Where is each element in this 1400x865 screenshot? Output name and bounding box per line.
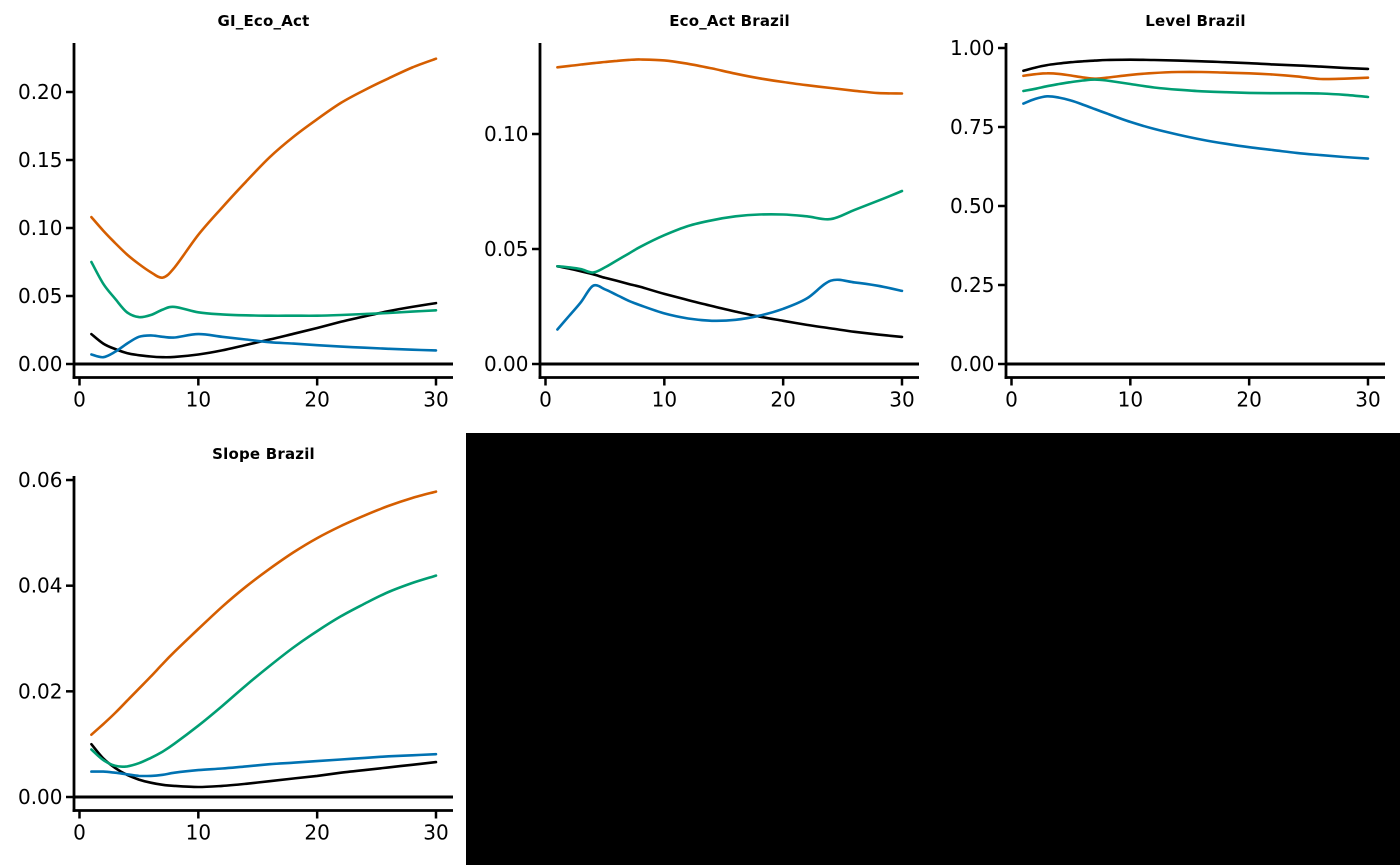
chart-canvas-eco-act-brazil: 0.00 0.05 0.10 0 10 20 30 (484, 43, 919, 412)
series-line-green (556, 189, 904, 274)
chart-level-brazil: Level Brazil 0.00 0.25 0.50 0.75 1.00 0 10 20 30 (932, 0, 1400, 432)
x-tick-label: 20 (304, 388, 329, 412)
x-tick-label: 10 (652, 388, 677, 412)
series-line-green (1022, 78, 1370, 99)
chart-title-eco-act-brazil: Eco_Act Brazil (669, 12, 790, 30)
y-tick-label: 0.00 (18, 785, 63, 809)
y-tick-label: 0.05 (484, 237, 529, 261)
y-tick-label: 0.00 (950, 352, 995, 376)
x-tick-label: 30 (423, 821, 448, 845)
x-tick-label: 10 (186, 821, 211, 845)
y-tick-label: 0.20 (18, 80, 63, 104)
x-tick-label: 0 (73, 821, 86, 845)
x-tick-label: 10 (1118, 388, 1143, 412)
y-tick-label: 0.00 (18, 352, 63, 376)
chart-canvas-level-brazil: 0.00 0.25 0.50 0.75 1.00 0 10 20 30 (950, 36, 1385, 412)
y-tick-label: 0.10 (484, 122, 529, 146)
x-tick-label: 0 (73, 388, 86, 412)
x-tick-label: 30 (1355, 388, 1380, 412)
blank-black-panel (466, 433, 1400, 865)
x-tick-label: 10 (186, 388, 211, 412)
series-line-black (1022, 58, 1370, 73)
x-tick-label: 20 (304, 821, 329, 845)
series-line-orange (90, 57, 438, 279)
series-line-black (90, 301, 438, 359)
y-tick-label: 0.50 (950, 194, 995, 218)
y-tick-label: 0.10 (18, 216, 63, 240)
chart-slope-brazil: Slope Brazil 0.00 0.02 0.04 0.06 0 10 20 30 (0, 433, 466, 865)
chart-canvas-gi-eco-act: 0.00 0.05 0.10 0.15 0.20 0 10 20 30 (18, 43, 453, 412)
series-line-orange (1022, 70, 1370, 81)
y-tick-label: 0.00 (484, 352, 529, 376)
chart-gi-eco-act: GI_Eco_Act 0.00 0.05 0.10 0.15 0.20 0 10 20 30 (0, 0, 466, 432)
y-tick-label: 0.25 (950, 273, 995, 297)
series-line-green (90, 260, 438, 319)
x-tick-label: 30 (889, 388, 914, 412)
y-tick-label: 0.15 (18, 148, 63, 172)
series-line-blue (556, 278, 904, 331)
y-tick-label: 1.00 (950, 36, 995, 60)
x-tick-label: 20 (1236, 388, 1261, 412)
x-tick-label: 0 (539, 388, 552, 412)
series-line-orange (90, 490, 438, 736)
x-tick-label: 20 (770, 388, 795, 412)
series-line-blue (90, 752, 438, 778)
series-line-blue (1022, 94, 1370, 160)
chart-title-gi-eco-act: GI_Eco_Act (217, 12, 310, 30)
series-line-black (556, 265, 904, 339)
series-line-green (90, 574, 438, 768)
x-tick-label: 30 (423, 388, 448, 412)
y-tick-label: 0.04 (18, 574, 63, 598)
series-line-orange (556, 58, 904, 95)
chart-canvas-slope-brazil: 0.00 0.02 0.04 0.06 0 10 20 30 (18, 468, 453, 845)
x-tick-label: 0 (1005, 388, 1018, 412)
chart-title-level-brazil: Level Brazil (1145, 12, 1246, 30)
chart-title-slope-brazil: Slope Brazil (212, 445, 315, 463)
y-tick-label: 0.02 (18, 679, 63, 703)
chart-eco-act-brazil: Eco_Act Brazil 0.00 0.05 0.10 0 10 20 30 (466, 0, 932, 432)
series-line-blue (90, 332, 438, 359)
y-tick-label: 0.75 (950, 115, 995, 139)
y-tick-label: 0.06 (18, 468, 63, 492)
y-tick-label: 0.05 (18, 284, 63, 308)
